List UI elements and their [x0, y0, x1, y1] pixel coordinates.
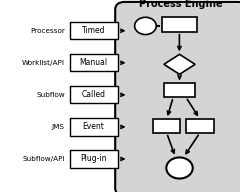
Bar: [186, 119, 214, 133]
Text: Subflow/API: Subflow/API: [22, 156, 65, 162]
Circle shape: [166, 157, 193, 179]
FancyBboxPatch shape: [115, 2, 240, 192]
Text: Called: Called: [82, 90, 106, 99]
Polygon shape: [164, 54, 195, 74]
Bar: [70, 22, 118, 39]
Bar: [153, 119, 180, 133]
Text: Event: Event: [83, 122, 105, 131]
Text: Process Engine: Process Engine: [139, 0, 223, 9]
Bar: [70, 86, 118, 103]
Bar: [70, 118, 118, 136]
Text: Manual: Manual: [79, 58, 108, 67]
Bar: [162, 17, 197, 32]
Bar: [164, 83, 195, 97]
Text: JMS: JMS: [52, 124, 65, 130]
Bar: [70, 54, 118, 71]
Text: Timed: Timed: [82, 26, 105, 35]
Bar: [70, 150, 118, 168]
Circle shape: [135, 17, 156, 35]
Text: Worklist/API: Worklist/API: [22, 60, 65, 66]
Text: Plug-in: Plug-in: [80, 155, 107, 163]
Text: Subflow: Subflow: [36, 92, 65, 98]
Text: Processor: Processor: [30, 28, 65, 34]
